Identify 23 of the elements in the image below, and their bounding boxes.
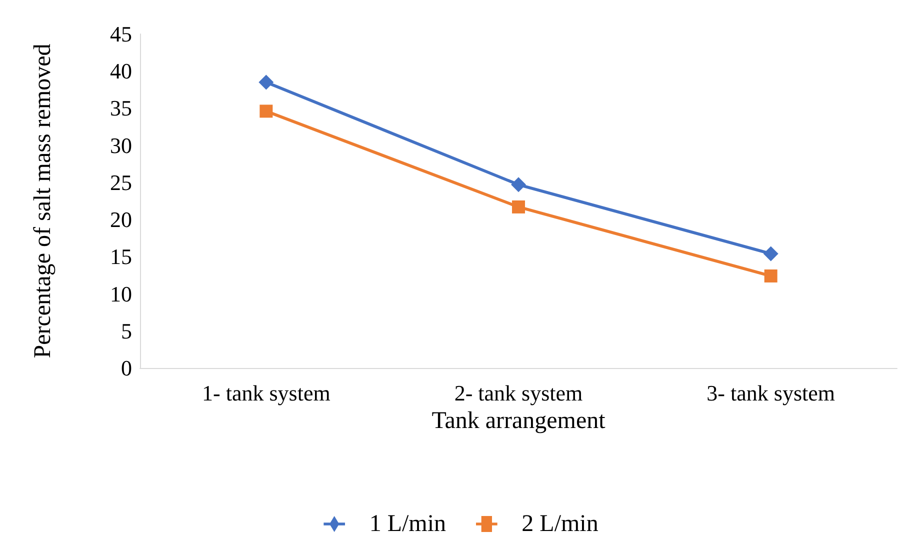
legend-label: 1 L/min	[369, 511, 446, 537]
y-tick-label: 30	[110, 132, 132, 158]
y-tick-label: 25	[110, 170, 132, 195]
y-tick-label: 5	[121, 318, 132, 344]
point	[764, 269, 778, 282]
point	[258, 74, 274, 90]
x-tick-label: 2- tank system	[454, 380, 583, 406]
y-axis-title: Percentage of salt mass removed	[30, 44, 56, 358]
y-tick-label: 0	[121, 356, 132, 380]
x-axis-title: Tank arrangement	[432, 408, 606, 434]
y-tick-label: 15	[110, 244, 132, 270]
y-tick-label: 20	[110, 207, 132, 232]
y-tick-label: 35	[110, 96, 132, 121]
point	[512, 200, 525, 214]
point	[260, 104, 273, 118]
y-tick-label: 10	[110, 281, 132, 306]
point	[763, 246, 778, 262]
x-tick-label: 1- tank system	[202, 380, 330, 406]
point	[511, 177, 526, 192]
y-tick-label: 45	[110, 22, 132, 46]
legend-label: 2 L/min	[522, 511, 598, 537]
y-tick-label: 40	[110, 58, 132, 84]
x-tick-label: 3- tank system	[706, 380, 835, 406]
